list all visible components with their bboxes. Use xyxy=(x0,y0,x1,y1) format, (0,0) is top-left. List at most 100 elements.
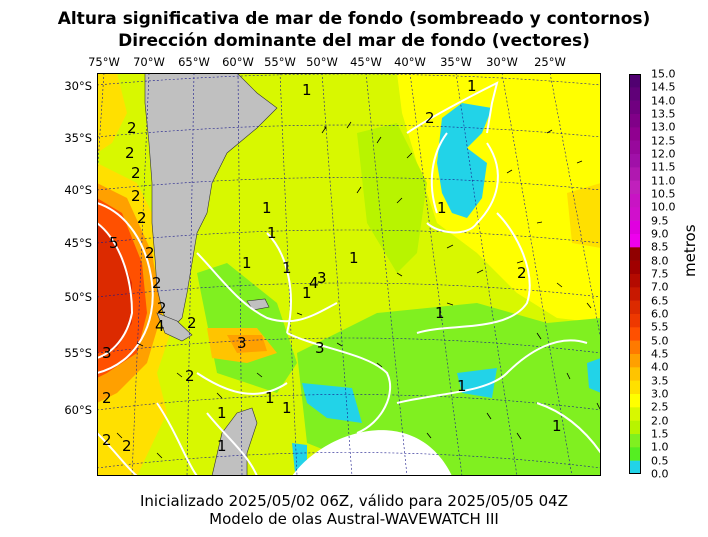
footer-model-name: Modelo de olas Austral-WAVEWATCH III xyxy=(209,510,499,528)
colorbar-cell xyxy=(629,354,641,368)
contour-label: 2 xyxy=(517,264,527,282)
colorbar-cell xyxy=(629,140,641,155)
contour-label: 1 xyxy=(217,437,227,455)
colorbar-cell xyxy=(629,447,641,461)
colorbar-tick-label: 10.0 xyxy=(651,200,676,214)
colorbar-tick-label: 11.5 xyxy=(651,160,676,174)
colorbar-cell xyxy=(629,460,641,474)
swell-direction-vectors xyxy=(116,121,601,459)
footer-run-info: Inicializado 2025/05/02 06Z, válido para… xyxy=(140,492,568,510)
colorbar-cell xyxy=(629,287,641,301)
colorbar-tick-label: 7.5 xyxy=(651,267,669,281)
swell-height-map: 1 1 2 1 2 2 2 2 2 2 5 2 2 4 2 3 1 1 1 1 … xyxy=(97,73,601,476)
colorbar-tick-label: 3.0 xyxy=(651,387,669,401)
contour-label: 1 xyxy=(552,417,562,435)
lon-label: 25°W xyxy=(534,55,566,69)
contour-label: 1 xyxy=(217,404,227,422)
contour-label: 2 xyxy=(137,209,147,227)
lat-label: 40°S xyxy=(64,183,92,197)
contour-label: 3 xyxy=(102,344,112,362)
colorbar xyxy=(629,74,641,474)
contour-label: 1 xyxy=(267,224,277,242)
contour-label: 1 xyxy=(437,199,447,217)
colorbar-cell xyxy=(629,394,641,408)
colorbar-tick-label: 13.0 xyxy=(651,120,676,134)
contour-label: 1 xyxy=(457,377,467,395)
colorbar-tick-label: 6.0 xyxy=(651,307,669,321)
colorbar-cell xyxy=(629,114,641,128)
map-subtitle: Dirección dominante del mar de fondo (ve… xyxy=(118,31,590,51)
colorbar-cell xyxy=(629,154,641,168)
colorbar-tick-label: 5.5 xyxy=(651,320,669,334)
colorbar-cell xyxy=(629,207,641,221)
contour-label: 1 xyxy=(435,304,445,322)
contour-label: 2 xyxy=(187,314,197,332)
lon-label: 75°W xyxy=(88,55,120,69)
contour-label: 2 xyxy=(102,431,112,449)
south-america-land xyxy=(144,73,278,329)
contour-label: 5 xyxy=(109,234,119,252)
colorbar-cell xyxy=(629,100,641,115)
contour-label: 4 xyxy=(309,274,319,292)
colorbar-cell xyxy=(629,167,641,181)
colorbar-cell xyxy=(629,380,641,395)
contour-label: 4 xyxy=(155,317,165,335)
colorbar-cell xyxy=(629,420,641,435)
colorbar-tick-label: 4.5 xyxy=(651,347,669,361)
lon-label: 40°W xyxy=(394,55,426,69)
colorbar-tick-label: 15.0 xyxy=(651,67,676,81)
colorbar-tick-label: 14.5 xyxy=(651,80,676,94)
colorbar-cell xyxy=(629,367,641,381)
contour-label: 1 xyxy=(282,399,292,417)
lon-label: 60°W xyxy=(222,55,254,69)
graticule xyxy=(97,73,601,476)
lon-label: 55°W xyxy=(264,55,296,69)
colorbar-tick-label: 2.0 xyxy=(651,414,669,428)
colorbar-tick-label: 9.5 xyxy=(651,214,669,228)
contour-lines xyxy=(97,81,601,476)
colorbar-tick-label: 1.5 xyxy=(651,427,669,441)
contour-label: 3 xyxy=(237,334,247,352)
colorbar-tick-label: 1.0 xyxy=(651,440,669,454)
contour-label: 2 xyxy=(152,274,162,292)
contour-label: 1 xyxy=(467,77,477,95)
contour-label: 2 xyxy=(157,299,167,317)
contour-label: 1 xyxy=(282,259,292,277)
colorbar-cell xyxy=(629,274,641,288)
colorbar-tick-label: 7.0 xyxy=(651,280,669,294)
colorbar-tick-label: 5.0 xyxy=(651,334,669,348)
colorbar-tick-label: 2.5 xyxy=(651,400,669,414)
colorbar-cell xyxy=(629,314,641,328)
colorbar-cell xyxy=(629,327,641,341)
contour-label: 1 xyxy=(302,81,312,99)
colorbar-cell xyxy=(629,87,641,101)
contour-label: 1 xyxy=(265,389,275,407)
lon-label: 30°W xyxy=(486,55,518,69)
lat-label: 30°S xyxy=(64,79,92,93)
colorbar-cell xyxy=(629,407,641,421)
colorbar-tick-label: 0.5 xyxy=(651,454,669,468)
colorbar-tick-label: 8.5 xyxy=(651,240,669,254)
contour-label: 2 xyxy=(127,119,137,137)
colorbar-tick-label: 8.0 xyxy=(651,254,669,268)
colorbar-cell xyxy=(629,247,641,261)
swell-field-max-red xyxy=(97,223,132,353)
colorbar-cell xyxy=(629,300,641,315)
colorbar-tick-label: 9.0 xyxy=(651,227,669,241)
lat-label: 45°S xyxy=(64,236,92,250)
colorbar-tick-label: 4.0 xyxy=(651,360,669,374)
contour-label: 3 xyxy=(317,269,327,287)
colorbar-cell xyxy=(629,180,641,195)
colorbar-frame xyxy=(629,74,641,474)
contour-label: 2 xyxy=(131,187,141,205)
antarctic-peninsula-land xyxy=(211,407,258,476)
colorbar-tick-label: 10.5 xyxy=(651,187,676,201)
colorbar-tick-label: 12.0 xyxy=(651,147,676,161)
contour-label: 1 xyxy=(349,249,359,267)
contour-label: 2 xyxy=(122,437,132,455)
contour-label: 2 xyxy=(102,389,112,407)
map-frame xyxy=(97,73,601,476)
contour-label: 2 xyxy=(425,109,435,127)
map-title: Altura significativa de mar de fondo (so… xyxy=(57,9,651,29)
contour-label: 2 xyxy=(125,144,135,162)
